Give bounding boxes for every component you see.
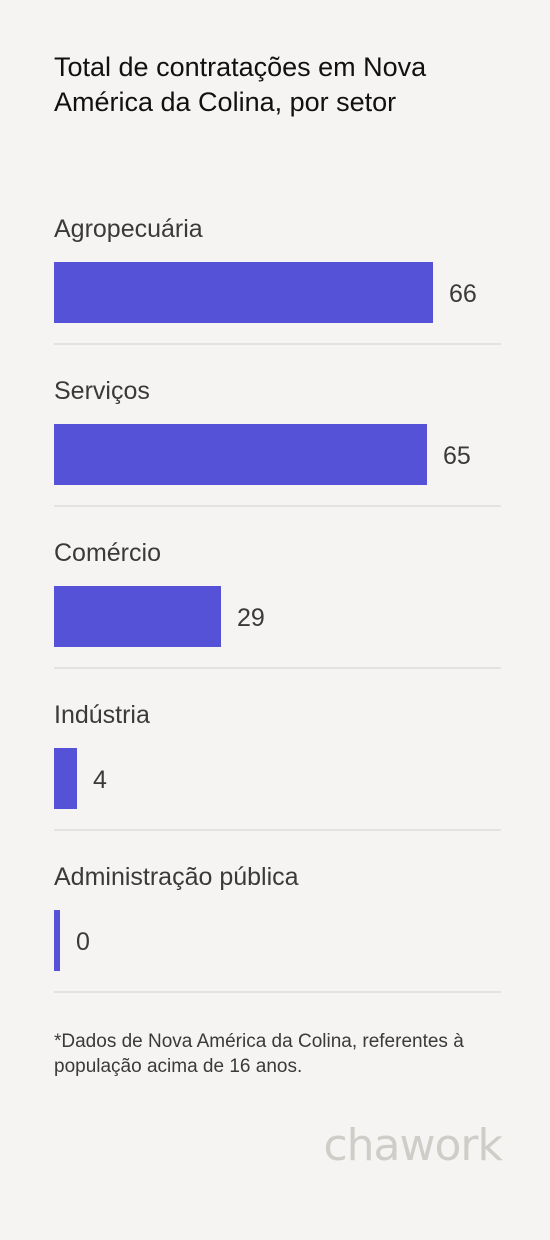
- row-separator: [54, 991, 501, 993]
- row-separator: [54, 829, 501, 831]
- bar: [54, 424, 427, 485]
- bar-group: Serviços 65: [54, 372, 501, 534]
- row-separator: [54, 667, 501, 669]
- bar-group: Agropecuária 66: [54, 210, 501, 372]
- bar: [54, 910, 60, 971]
- category-label: Indústria: [54, 701, 150, 729]
- category-label: Comércio: [54, 539, 161, 567]
- value-label: 4: [93, 766, 107, 794]
- bar: [54, 748, 77, 809]
- category-label: Administração pública: [54, 863, 299, 891]
- bar-chart: Agropecuária 66 Serviços 65 Comércio 29 Indúst…: [54, 210, 501, 1020]
- chawork-logo: chawork: [323, 1120, 503, 1171]
- bar-group: Administração pública 0: [54, 858, 501, 1020]
- bar: [54, 586, 221, 647]
- category-label: Serviços: [54, 377, 150, 405]
- chart-title: Total de contratações em Nova América da…: [54, 52, 427, 117]
- row-separator: [54, 343, 501, 345]
- bar: [54, 262, 433, 323]
- value-label: 29: [237, 604, 265, 632]
- value-label: 66: [449, 280, 477, 308]
- value-label: 65: [443, 442, 471, 470]
- bar-group: Indústria 4: [54, 696, 501, 858]
- bar-group: Comércio 29: [54, 534, 501, 696]
- value-label: 0: [76, 928, 90, 956]
- row-separator: [54, 505, 501, 507]
- category-label: Agropecuária: [54, 215, 203, 243]
- footnote: *Dados de Nova América da Colina, refere…: [54, 1031, 464, 1077]
